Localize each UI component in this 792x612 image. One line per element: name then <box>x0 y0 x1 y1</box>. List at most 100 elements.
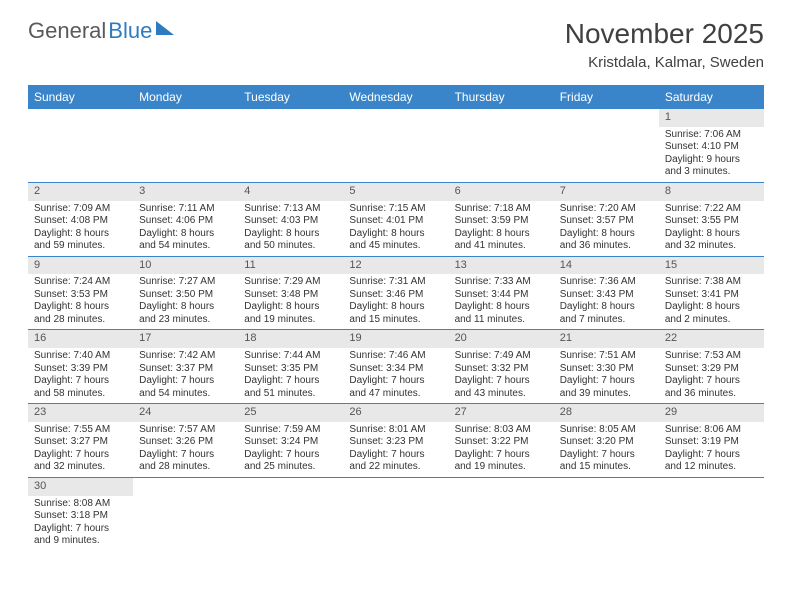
sunset-text: Sunset: 3:55 PM <box>665 215 758 228</box>
page-title: November 2025 <box>565 18 764 50</box>
sunset-text: Sunset: 3:50 PM <box>139 289 232 302</box>
day-body: Sunrise: 7:57 AMSunset: 3:26 PMDaylight:… <box>133 422 238 477</box>
calendar-day-cell: 16Sunrise: 7:40 AMSunset: 3:39 PMDayligh… <box>28 330 133 404</box>
day-body: Sunrise: 7:42 AMSunset: 3:37 PMDaylight:… <box>133 348 238 403</box>
logo-text-general: General <box>28 18 106 44</box>
calendar-empty-cell <box>449 109 554 182</box>
day-body: Sunrise: 8:08 AMSunset: 3:18 PMDaylight:… <box>28 496 133 551</box>
calendar-day-cell: 22Sunrise: 7:53 AMSunset: 3:29 PMDayligh… <box>659 330 764 404</box>
sunset-text: Sunset: 3:43 PM <box>560 289 653 302</box>
day-number: 28 <box>554 404 659 422</box>
sunrise-text: Sunrise: 8:08 AM <box>34 498 127 511</box>
sunrise-text: Sunrise: 7:59 AM <box>244 424 337 437</box>
calendar-empty-cell <box>554 109 659 182</box>
daylight-text: Daylight: 7 hours and 22 minutes. <box>349 449 442 474</box>
daylight-text: Daylight: 8 hours and 15 minutes. <box>349 301 442 326</box>
day-body: Sunrise: 7:59 AMSunset: 3:24 PMDaylight:… <box>238 422 343 477</box>
day-body: Sunrise: 7:11 AMSunset: 4:06 PMDaylight:… <box>133 201 238 256</box>
calendar-empty-cell <box>133 477 238 550</box>
page-header: GeneralBlue November 2025 Kristdala, Kal… <box>0 0 792 79</box>
day-number: 9 <box>28 257 133 275</box>
calendar-day-cell: 21Sunrise: 7:51 AMSunset: 3:30 PMDayligh… <box>554 330 659 404</box>
sunrise-text: Sunrise: 7:57 AM <box>139 424 232 437</box>
daylight-text: Daylight: 8 hours and 23 minutes. <box>139 301 232 326</box>
day-number: 5 <box>343 183 448 201</box>
sunrise-text: Sunrise: 7:38 AM <box>665 276 758 289</box>
daylight-text: Daylight: 7 hours and 54 minutes. <box>139 375 232 400</box>
sunrise-text: Sunrise: 8:01 AM <box>349 424 442 437</box>
calendar-day-cell: 28Sunrise: 8:05 AMSunset: 3:20 PMDayligh… <box>554 404 659 478</box>
daylight-text: Daylight: 7 hours and 19 minutes. <box>455 449 548 474</box>
sunset-text: Sunset: 4:10 PM <box>665 141 758 154</box>
calendar-day-cell: 29Sunrise: 8:06 AMSunset: 3:19 PMDayligh… <box>659 404 764 478</box>
day-number: 20 <box>449 330 554 348</box>
day-body: Sunrise: 7:33 AMSunset: 3:44 PMDaylight:… <box>449 274 554 329</box>
day-number: 23 <box>28 404 133 422</box>
calendar-day-cell: 14Sunrise: 7:36 AMSunset: 3:43 PMDayligh… <box>554 256 659 330</box>
calendar-week-row: 9Sunrise: 7:24 AMSunset: 3:53 PMDaylight… <box>28 256 764 330</box>
sunset-text: Sunset: 3:24 PM <box>244 436 337 449</box>
sunrise-text: Sunrise: 7:09 AM <box>34 203 127 216</box>
logo-triangle-icon <box>156 21 174 35</box>
day-number: 18 <box>238 330 343 348</box>
day-number: 24 <box>133 404 238 422</box>
day-body: Sunrise: 7:29 AMSunset: 3:48 PMDaylight:… <box>238 274 343 329</box>
calendar-day-cell: 3Sunrise: 7:11 AMSunset: 4:06 PMDaylight… <box>133 182 238 256</box>
day-body: Sunrise: 7:13 AMSunset: 4:03 PMDaylight:… <box>238 201 343 256</box>
calendar-week-row: 23Sunrise: 7:55 AMSunset: 3:27 PMDayligh… <box>28 404 764 478</box>
day-body: Sunrise: 7:36 AMSunset: 3:43 PMDaylight:… <box>554 274 659 329</box>
calendar-day-cell: 23Sunrise: 7:55 AMSunset: 3:27 PMDayligh… <box>28 404 133 478</box>
day-number: 27 <box>449 404 554 422</box>
day-number: 15 <box>659 257 764 275</box>
daylight-text: Daylight: 8 hours and 41 minutes. <box>455 228 548 253</box>
calendar-table: SundayMondayTuesdayWednesdayThursdayFrid… <box>28 85 764 551</box>
sunset-text: Sunset: 3:23 PM <box>349 436 442 449</box>
day-body: Sunrise: 8:03 AMSunset: 3:22 PMDaylight:… <box>449 422 554 477</box>
daylight-text: Daylight: 7 hours and 36 minutes. <box>665 375 758 400</box>
sunset-text: Sunset: 3:27 PM <box>34 436 127 449</box>
calendar-day-cell: 27Sunrise: 8:03 AMSunset: 3:22 PMDayligh… <box>449 404 554 478</box>
day-number: 1 <box>659 109 764 127</box>
day-header: Saturday <box>659 85 764 109</box>
calendar-empty-cell <box>28 109 133 182</box>
calendar-empty-cell <box>554 477 659 550</box>
calendar-day-cell: 8Sunrise: 7:22 AMSunset: 3:55 PMDaylight… <box>659 182 764 256</box>
day-number: 11 <box>238 257 343 275</box>
calendar-empty-cell <box>133 109 238 182</box>
logo: GeneralBlue <box>28 18 174 44</box>
daylight-text: Daylight: 7 hours and 25 minutes. <box>244 449 337 474</box>
sunset-text: Sunset: 3:19 PM <box>665 436 758 449</box>
day-body: Sunrise: 7:53 AMSunset: 3:29 PMDaylight:… <box>659 348 764 403</box>
sunset-text: Sunset: 3:34 PM <box>349 363 442 376</box>
day-body: Sunrise: 7:38 AMSunset: 3:41 PMDaylight:… <box>659 274 764 329</box>
sunset-text: Sunset: 3:26 PM <box>139 436 232 449</box>
daylight-text: Daylight: 8 hours and 36 minutes. <box>560 228 653 253</box>
day-body: Sunrise: 7:40 AMSunset: 3:39 PMDaylight:… <box>28 348 133 403</box>
sunrise-text: Sunrise: 8:03 AM <box>455 424 548 437</box>
sunset-text: Sunset: 3:18 PM <box>34 510 127 523</box>
day-number: 17 <box>133 330 238 348</box>
sunrise-text: Sunrise: 7:42 AM <box>139 350 232 363</box>
daylight-text: Daylight: 8 hours and 11 minutes. <box>455 301 548 326</box>
day-number: 14 <box>554 257 659 275</box>
sunrise-text: Sunrise: 7:31 AM <box>349 276 442 289</box>
calendar-empty-cell <box>238 109 343 182</box>
calendar-day-cell: 4Sunrise: 7:13 AMSunset: 4:03 PMDaylight… <box>238 182 343 256</box>
daylight-text: Daylight: 8 hours and 32 minutes. <box>665 228 758 253</box>
day-header: Sunday <box>28 85 133 109</box>
day-body: Sunrise: 7:46 AMSunset: 3:34 PMDaylight:… <box>343 348 448 403</box>
calendar-day-cell: 30Sunrise: 8:08 AMSunset: 3:18 PMDayligh… <box>28 477 133 550</box>
day-number: 3 <box>133 183 238 201</box>
daylight-text: Daylight: 7 hours and 51 minutes. <box>244 375 337 400</box>
sunset-text: Sunset: 4:08 PM <box>34 215 127 228</box>
sunset-text: Sunset: 3:44 PM <box>455 289 548 302</box>
sunset-text: Sunset: 3:57 PM <box>560 215 653 228</box>
sunrise-text: Sunrise: 8:05 AM <box>560 424 653 437</box>
day-body: Sunrise: 7:49 AMSunset: 3:32 PMDaylight:… <box>449 348 554 403</box>
daylight-text: Daylight: 8 hours and 59 minutes. <box>34 228 127 253</box>
sunrise-text: Sunrise: 7:18 AM <box>455 203 548 216</box>
logo-text-blue: Blue <box>108 18 152 44</box>
day-number: 30 <box>28 478 133 496</box>
sunset-text: Sunset: 3:41 PM <box>665 289 758 302</box>
sunrise-text: Sunrise: 7:27 AM <box>139 276 232 289</box>
